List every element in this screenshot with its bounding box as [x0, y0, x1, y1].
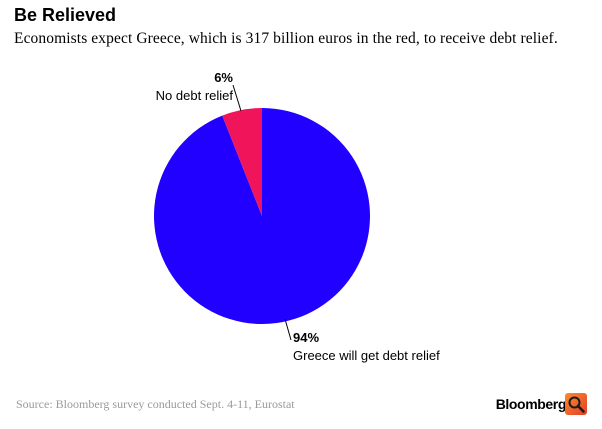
- chart-subtitle: Economists expect Greece, which is 317 b…: [14, 30, 558, 47]
- data-label-no-debt-relief-value: 6%: [214, 70, 233, 85]
- magnifier-icon: [565, 393, 587, 415]
- bloomberg-logo-text: Bloomberg: [495, 396, 567, 412]
- source-note: Source: Bloomberg survey conducted Sept.…: [16, 397, 295, 411]
- data-label-debt-relief-name: Greece will get debt relief: [293, 348, 440, 363]
- leader-line-debt-relief: [284, 318, 292, 341]
- pie-slice-no-debt-relief: [222, 108, 262, 216]
- data-label-debt-relief-value: 94%: [293, 330, 319, 345]
- chart-title: Be Relieved: [14, 5, 117, 25]
- leader-line-no-debt-relief: [232, 84, 242, 112]
- data-label-no-debt-relief-name: No debt relief: [156, 88, 234, 103]
